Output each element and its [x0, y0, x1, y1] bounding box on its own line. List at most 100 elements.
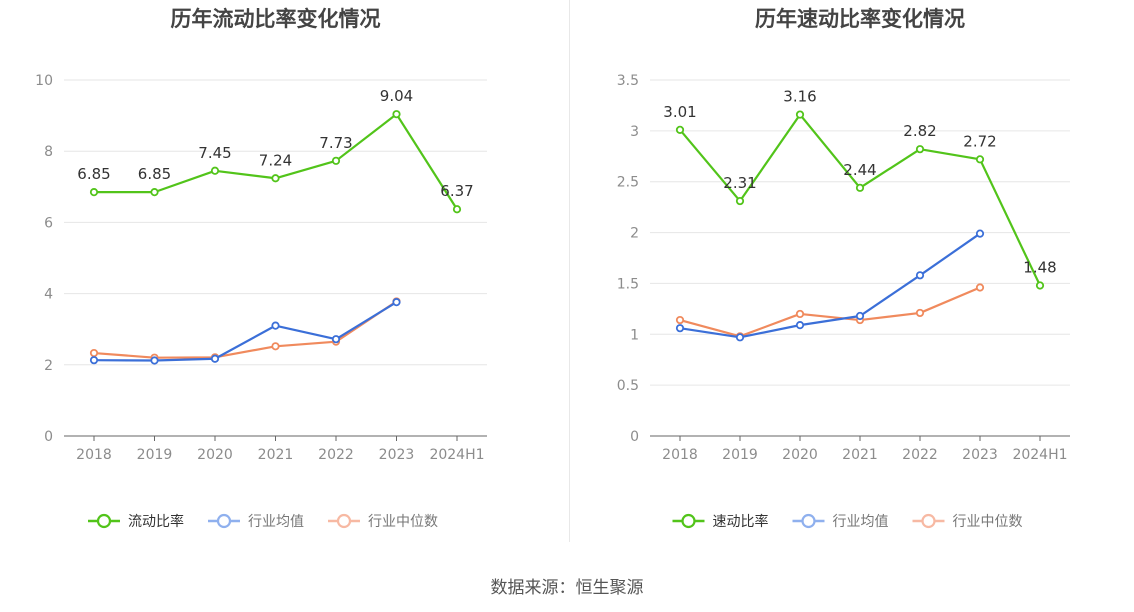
x-tick-label: 2022 [318, 447, 354, 463]
x-tick-label: 2020 [782, 447, 818, 463]
industry-median-point [675, 315, 685, 325]
y-tick-label: 1.5 [617, 276, 639, 292]
data-label: 2.31 [723, 174, 756, 192]
main-point [271, 174, 280, 183]
main-point [735, 196, 745, 206]
x-tick-label: 2024H1 [1012, 447, 1067, 463]
y-tick-label: 0.5 [617, 378, 639, 394]
data-label: 3.16 [783, 88, 816, 106]
main-point [795, 110, 805, 119]
main-point [452, 205, 462, 214]
legend-item-industry-avg: 行业均值 [792, 513, 889, 530]
industry-median-point [271, 342, 280, 351]
legend-label: 行业中位数 [368, 514, 438, 530]
x-tick-label: 2018 [662, 447, 698, 463]
legend-label: 行业中位数 [953, 514, 1023, 530]
chart-title: 历年速动比率变化情况 [755, 7, 965, 31]
main-point [675, 125, 685, 134]
quick-ratio-chart: 历年速动比率变化情况 0 0.5 1 1.5 2 2.5 3 3.5 2018 2019 2020 20… [617, 7, 1070, 530]
y-tick-label: 3 [630, 124, 639, 140]
industry-avg-point [210, 354, 220, 363]
y-tick-label: 2 [44, 358, 53, 374]
legend-item-main: 速动比率 [672, 513, 769, 530]
legend-swatch-marker [921, 513, 936, 529]
x-tick-label: 2019 [137, 447, 173, 463]
industry-avg-point [855, 311, 865, 321]
main-point [150, 188, 159, 197]
y-tick-label: 0 [44, 429, 53, 445]
legend-item-main: 流动比率 [88, 513, 184, 530]
panel-divider [569, 0, 570, 542]
x-tick-label: 2023 [379, 447, 415, 463]
industry-avg-point [675, 324, 685, 333]
data-label: 7.24 [259, 151, 292, 169]
y-tick-label: 8 [44, 144, 53, 160]
y-tick-label: 1 [630, 327, 639, 343]
legend-swatch-marker [96, 513, 112, 529]
main-point [89, 188, 99, 197]
legend-label: 流动比率 [128, 513, 184, 530]
data-label: 2.82 [903, 122, 936, 140]
x-tick-label: 2023 [962, 447, 998, 463]
industry-avg-series-line [679, 232, 981, 339]
y-tick-label: 2.5 [617, 175, 639, 191]
legend-label: 行业均值 [833, 514, 889, 530]
x-tick-label: 2021 [258, 447, 294, 463]
y-tick-label: 3.5 [617, 73, 639, 89]
industry-median-series-line [679, 286, 981, 338]
data-label: 7.73 [319, 134, 352, 152]
industry-median-point [89, 348, 99, 358]
data-label: 2.72 [963, 132, 996, 150]
legend-swatch-marker [336, 513, 352, 529]
x-tick-label: 2018 [76, 447, 112, 463]
legend-label: 速动比率 [713, 513, 769, 530]
data-source-note: 数据来源：恒生聚源 [490, 578, 644, 598]
y-tick-label: 2 [630, 226, 639, 242]
y-tick-label: 0 [630, 429, 639, 445]
industry-median-point [795, 309, 805, 319]
legend-item-industry-median: 行业中位数 [328, 513, 438, 530]
data-label: 6.37 [440, 182, 473, 200]
legend-item-industry-avg: 行业均值 [208, 513, 304, 530]
industry-avg-point [915, 271, 925, 280]
industry-avg-series-line [93, 301, 398, 362]
legend-swatch-marker [801, 513, 816, 529]
quick-ratio-chart-panel: 历年速动比率变化情况 0 0.5 1 1.5 2 2.5 3 3.5 2018 2019 2020 20… [567, 0, 1134, 560]
y-tick-label: 10 [35, 73, 53, 89]
main-point [210, 166, 220, 175]
industry-avg-point [735, 333, 745, 342]
industry-avg-point [271, 321, 280, 330]
data-label: 9.04 [380, 87, 413, 105]
main-point [855, 183, 865, 192]
main-point [915, 145, 925, 154]
legend-label: 行业均值 [248, 514, 304, 530]
data-label: 7.45 [198, 144, 231, 162]
chart-title: 历年流动比率变化情况 [171, 7, 381, 31]
legend-swatch-marker [681, 513, 696, 529]
y-tick-label: 4 [44, 287, 53, 303]
current-ratio-chart: 历年流动比率变化情况 0 2 4 6 8 10 2018 2019 2020 2021 2022 202… [35, 7, 487, 530]
main-point [392, 110, 401, 119]
industry-avg-point [89, 356, 99, 365]
main-point [1035, 281, 1045, 290]
legend-item-industry-median: 行业中位数 [912, 513, 1023, 530]
industry-avg-point [150, 356, 159, 365]
industry-median-point [975, 283, 985, 292]
main-point [331, 156, 341, 165]
data-label: 1.48 [1023, 258, 1056, 276]
data-label: 6.85 [77, 165, 110, 183]
industry-avg-point [795, 321, 805, 330]
industry-median-series-line [93, 300, 398, 359]
data-label: 3.01 [663, 103, 696, 121]
current-ratio-chart-panel: 历年流动比率变化情况 0 2 4 6 8 10 2018 2019 2020 2021 2022 202… [0, 0, 567, 560]
main-point [975, 155, 985, 164]
industry-avg-point [331, 335, 341, 344]
industry-avg-point [392, 298, 401, 307]
data-label: 2.44 [843, 161, 876, 179]
industry-median-point [915, 308, 925, 318]
x-tick-label: 2020 [197, 447, 233, 463]
data-label: 6.85 [138, 165, 171, 183]
x-tick-label: 2024H1 [429, 447, 484, 463]
legend-swatch-marker [216, 513, 232, 529]
x-tick-label: 2021 [842, 447, 878, 463]
